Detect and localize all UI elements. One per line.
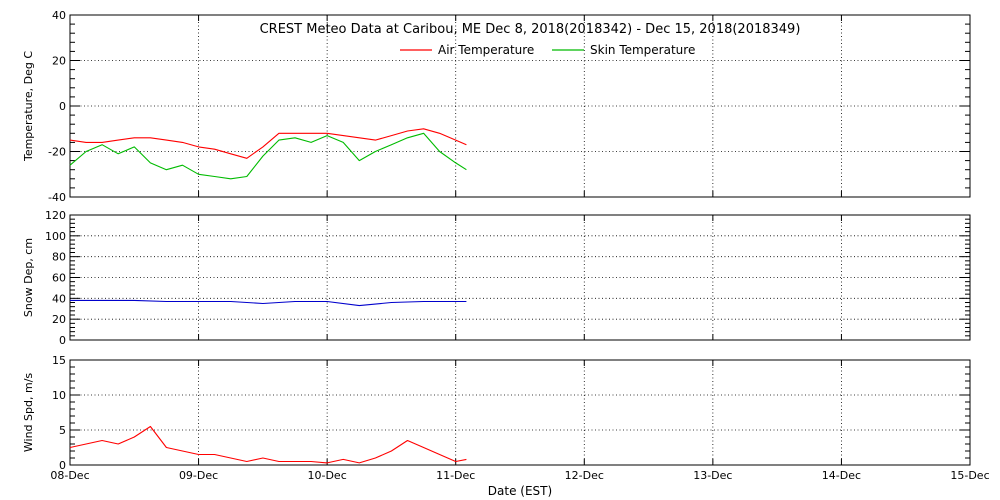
wind-speed-frame xyxy=(69,359,971,466)
legend: Air Temperature Skin Temperature xyxy=(400,43,695,57)
x-tick-label: 10-Dec xyxy=(308,469,347,482)
snow-depth-y-tick-label: 60 xyxy=(52,272,66,285)
snow-depth-y-tick-label: 120 xyxy=(45,209,66,222)
x-tick-label: 08-Dec xyxy=(50,469,89,482)
temperature-y-tick-label: 40 xyxy=(52,9,66,22)
x-tick-label: 13-Dec xyxy=(693,469,732,482)
x-axis-label: Date (EST) xyxy=(488,484,552,498)
x-tick-label: 11-Dec xyxy=(436,469,475,482)
wind-speed-series-line-0 xyxy=(69,425,467,464)
temperature-series-line-1 xyxy=(69,132,467,180)
snow-depth-series-line-0 xyxy=(70,299,467,307)
snow-depth-y-axis-label: Snow Dep, cm xyxy=(22,238,35,317)
snow-depth-y-tick-label: 80 xyxy=(52,251,66,264)
chart-title: CREST Meteo Data at Caribou, ME Dec 8, 2… xyxy=(260,22,801,37)
legend-label-skin-temperature: Skin Temperature xyxy=(590,43,695,57)
wind-speed-y-tick-label: 0 xyxy=(59,459,66,472)
snow-depth-frame xyxy=(69,214,971,341)
temperature-y-tick-label: -20 xyxy=(48,146,66,159)
snow-depth-y-tick-label: 40 xyxy=(52,292,66,305)
wind-speed-y-tick-label: 10 xyxy=(52,389,66,402)
wind-speed-y-tick-label: 15 xyxy=(52,354,66,367)
snow-depth-y-tick-label: 0 xyxy=(59,334,66,347)
temperature-y-tick-label: -40 xyxy=(48,191,66,204)
x-tick-label: 09-Dec xyxy=(179,469,218,482)
snow-depth-y-tick-label: 20 xyxy=(52,313,66,326)
temperature-y-tick-label: 0 xyxy=(59,100,66,113)
temperature-y-axis-label: Temperature, Deg C xyxy=(22,51,35,162)
temperature-series-line-0 xyxy=(69,128,467,159)
snow-depth-panel: 0 20 40 60 80 100 120 Snow Dep, cm xyxy=(22,209,971,347)
x-tick-label: 12-Dec xyxy=(565,469,604,482)
wind-speed-y-axis-label: Wind Spd, m/s xyxy=(22,373,35,453)
wind-speed-y-tick-label: 5 xyxy=(59,424,66,437)
wind-speed-panel: 0 5 10 15 Wind Spd, m/s 08-Dec 09-Dec 10-Dec 11-… xyxy=(22,354,990,482)
temperature-y-tick-label: 20 xyxy=(52,55,66,68)
x-tick-label: 15-Dec xyxy=(950,469,989,482)
temperature-panel: -40 -20 0 20 40 Temperature, Deg C xyxy=(22,9,971,204)
x-tick-label: 14-Dec xyxy=(822,469,861,482)
snow-depth-y-tick-label: 100 xyxy=(45,230,66,243)
legend-label-air-temperature: Air Temperature xyxy=(438,43,534,57)
